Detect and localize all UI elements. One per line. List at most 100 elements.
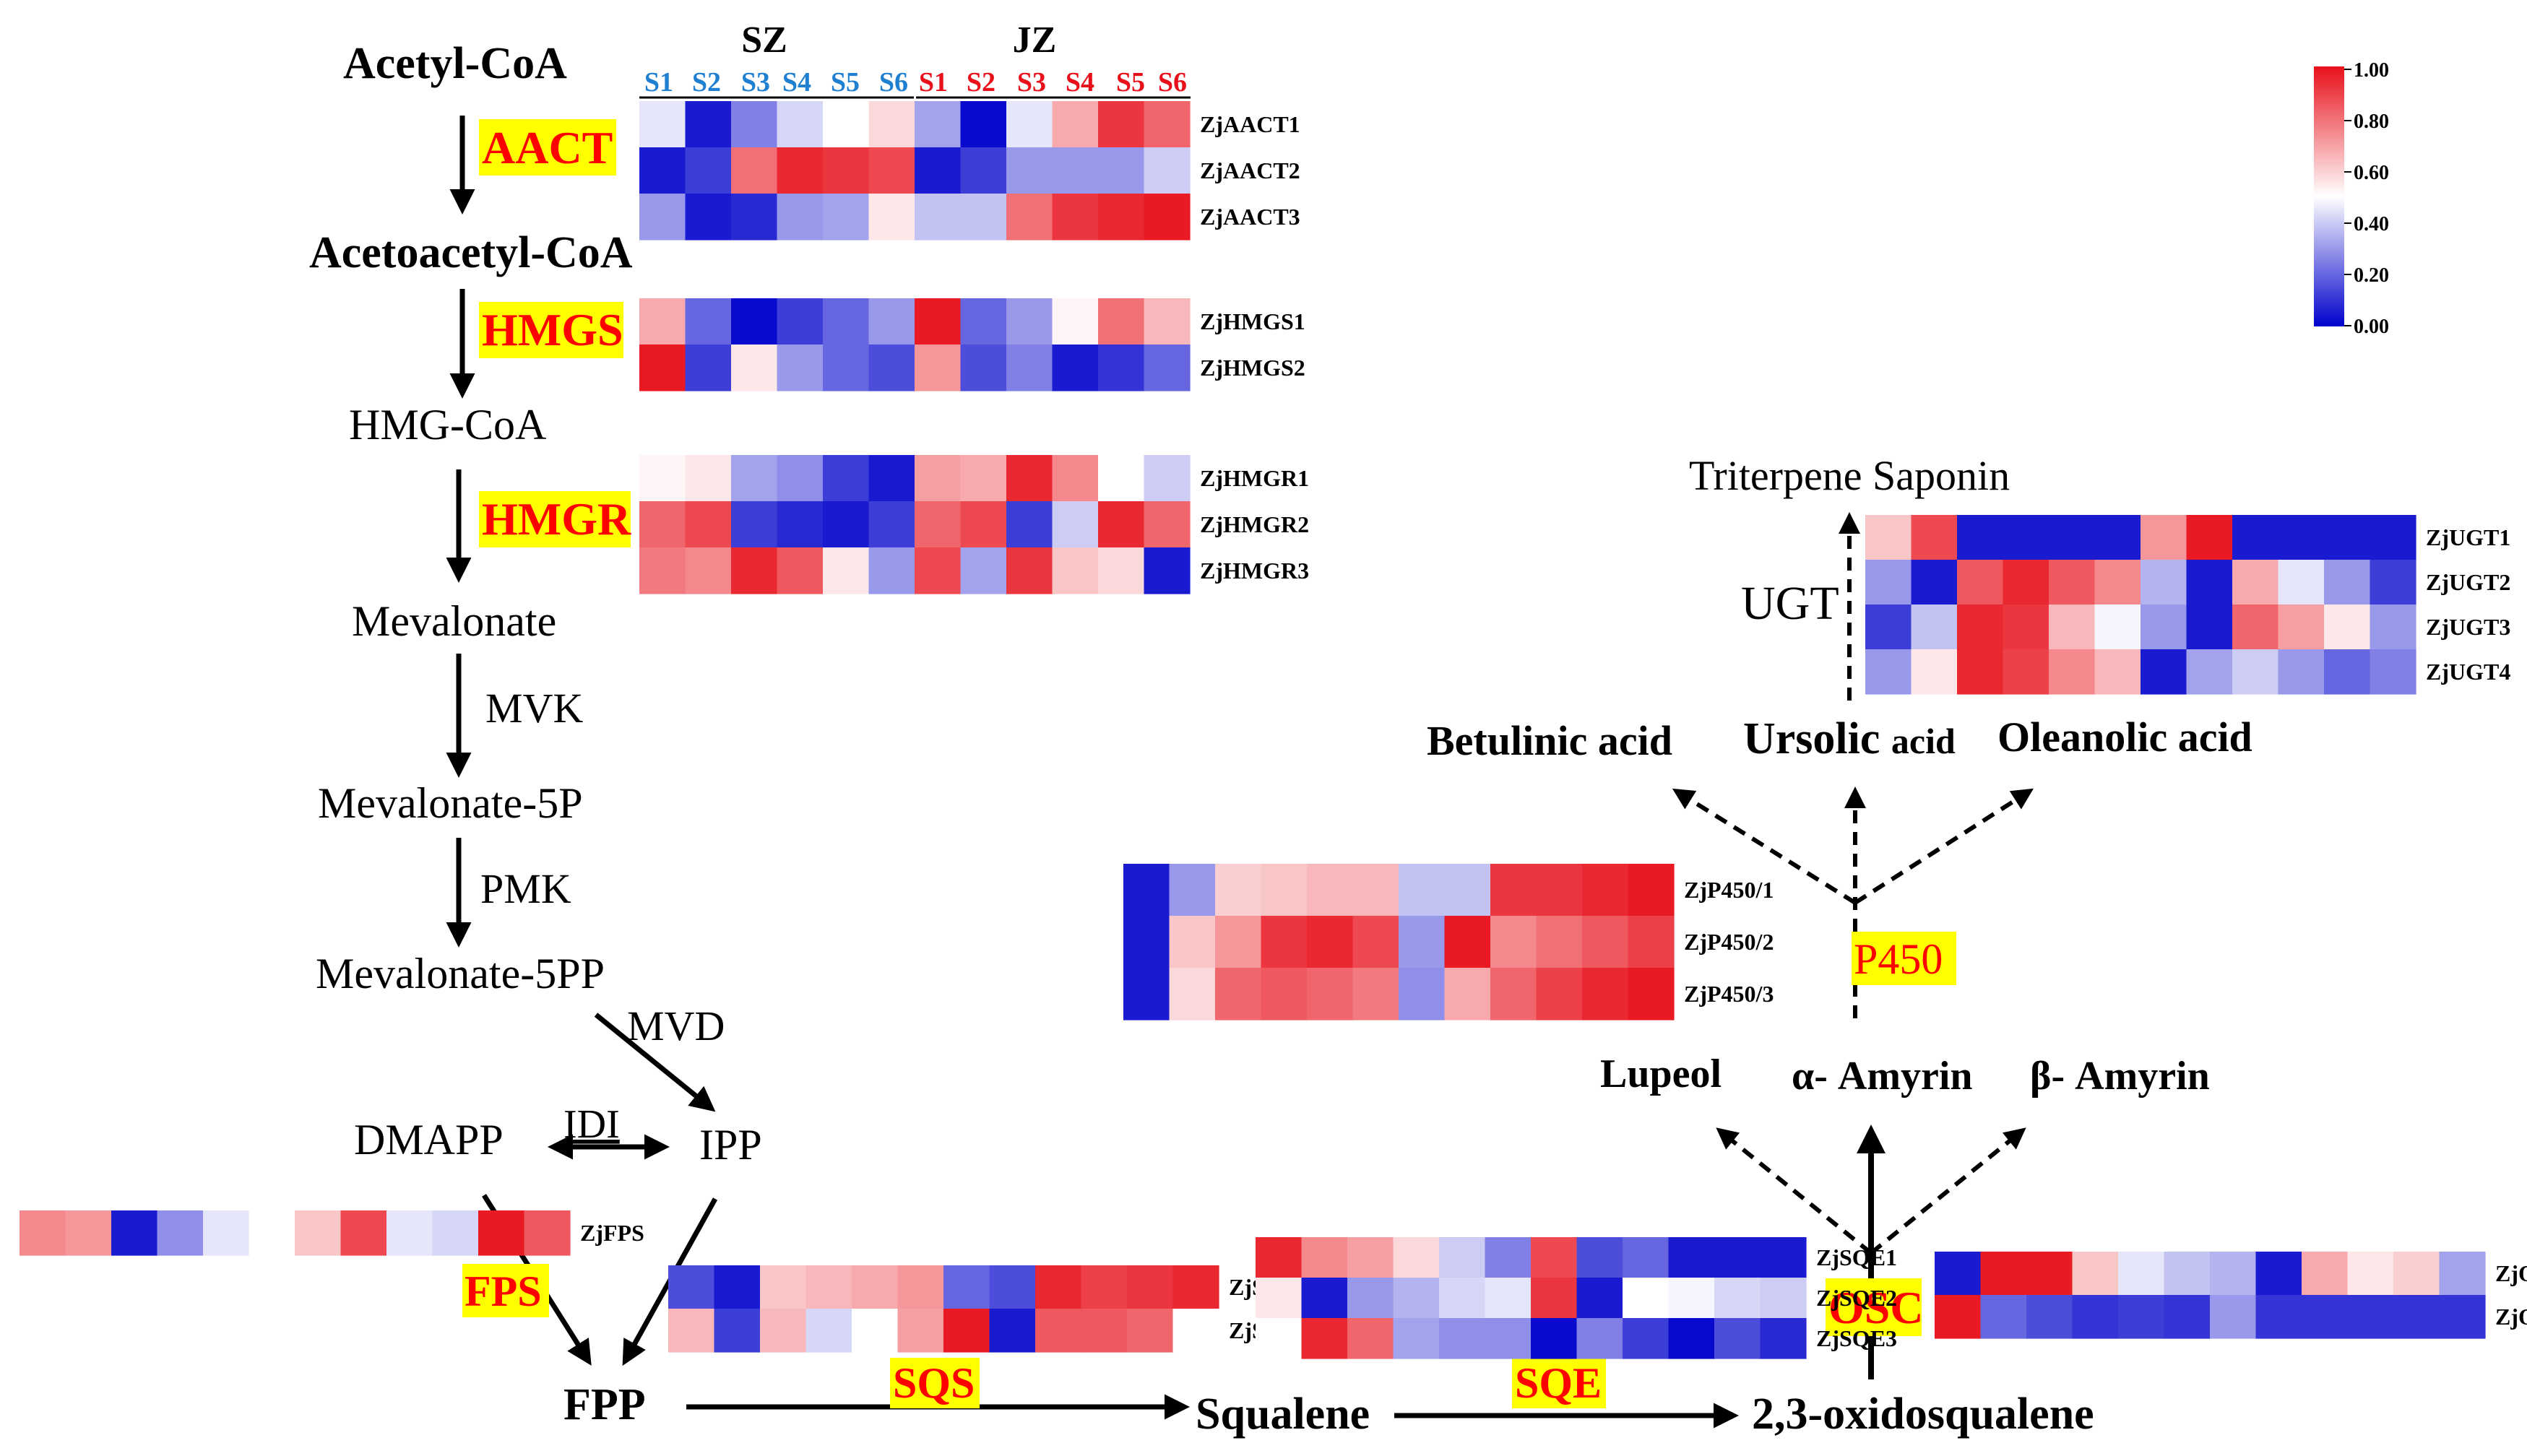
heatmap-cell <box>760 1265 807 1309</box>
enzyme-mvd: MVD <box>627 1002 725 1049</box>
heatmap-cell <box>1127 1309 1174 1353</box>
metabolite-mevalonate-5pp: Mevalonate-5PP <box>316 950 605 997</box>
heatmap-cell <box>1256 1318 1303 1359</box>
heatmap-cell <box>2026 1252 2073 1296</box>
gene-label: ZjUGT1 <box>2426 524 2510 550</box>
metabolite-beta-amyrin: β- Amyrin <box>2030 1054 2210 1098</box>
heatmap-cell <box>1098 547 1145 594</box>
heatmap-cell <box>1576 1278 1623 1319</box>
heatmap-cell <box>1261 864 1308 916</box>
heatmap-cell <box>685 298 732 345</box>
gene-label: ZjHMGR2 <box>1200 511 1309 537</box>
heatmap-cell <box>1582 916 1629 968</box>
heatmap-cell <box>868 101 915 148</box>
heatmap-cell <box>777 194 824 240</box>
heatmap-cell <box>1081 1309 1128 1353</box>
heatmap-cell <box>2141 604 2187 650</box>
heatmap-cell <box>1393 1278 1440 1319</box>
metabolite-ursolic-acid: Ursolic acid <box>1743 714 1956 763</box>
heatmap-cell <box>1957 515 2004 560</box>
heatmap-cell <box>1006 194 1053 240</box>
heatmap-cell <box>852 1309 899 1353</box>
heatmap-cell <box>2302 1295 2349 1339</box>
highlight-p450 <box>1852 932 1956 985</box>
arrow-oxido-to-beta-amyrin <box>1870 1127 2026 1255</box>
heatmap-cell <box>731 344 778 391</box>
heatmap-cell <box>823 101 870 148</box>
group-label-jz: JZ <box>1013 20 1057 61</box>
heatmap-cell <box>915 547 962 594</box>
heatmap-cell <box>1098 501 1145 548</box>
enzyme-pmk: PMK <box>480 865 571 912</box>
sample-label: S1 <box>644 67 673 98</box>
heatmap-cell <box>1172 1265 1219 1309</box>
heatmap-cell <box>1623 1318 1669 1359</box>
heatmap-cell <box>1301 1318 1348 1359</box>
heatmap-cell <box>1035 1265 1082 1309</box>
heatmap-cell <box>2094 649 2141 695</box>
heatmap-cell <box>1490 968 1537 1020</box>
heatmap-cell <box>1576 1237 1623 1278</box>
heatmap-cell <box>989 1265 1036 1309</box>
heatmap-cell <box>1536 864 1583 916</box>
heatmap-cell <box>1006 101 1053 148</box>
heatmap-cell <box>1052 147 1099 194</box>
heatmap-cell <box>111 1210 158 1256</box>
heatmap-cell <box>1052 298 1099 345</box>
enzyme-sqs: SQS <box>893 1359 975 1407</box>
heatmap-cell <box>1668 1237 1715 1278</box>
heatmap-cell <box>1485 1318 1532 1359</box>
highlight-hmgs <box>479 302 623 358</box>
heatmap-osc: ZjOSC1 ZjOSC2 <box>1935 1252 2527 1339</box>
heatmap-cell <box>731 501 778 548</box>
heatmap-cell <box>1144 101 1191 148</box>
heatmap-cell <box>1714 1237 1761 1278</box>
heatmap-cell <box>1172 1309 1219 1353</box>
enzymes-plain: MVK PMK MVD IDI UGT <box>480 577 1839 1147</box>
heatmap-cell <box>1444 916 1491 968</box>
heatmap-cell <box>1098 298 1145 345</box>
legend-tick-label: 0.80 <box>2354 110 2389 133</box>
heatmap-cell <box>1865 649 1912 695</box>
heatmap-cell <box>685 455 732 502</box>
enzyme-sqe: SQE <box>1515 1359 1602 1407</box>
heatmap-cell <box>1006 344 1053 391</box>
heatmap-cell <box>2232 649 2279 695</box>
heatmap-cell <box>1169 916 1216 968</box>
heatmap-ugt: ZjUGT1 ZjUGT2 ZjUGT3 ZjUGT4 <box>1865 515 2510 695</box>
gene-label: ZjHMGR3 <box>1200 558 1309 584</box>
heatmap-cell <box>1485 1278 1532 1319</box>
metabolite-lupeol: Lupeol <box>1600 1052 1722 1096</box>
gene-label: ZjP450/2 <box>1684 929 1774 955</box>
heatmap-cell <box>1006 501 1053 548</box>
heatmap-cell <box>1144 298 1191 345</box>
heatmap-cell <box>1052 344 1099 391</box>
heatmap-cell <box>1536 916 1583 968</box>
heatmap-cell <box>2324 515 2371 560</box>
heatmap-cell <box>868 501 915 548</box>
gene-label: ZjP450/3 <box>1684 981 1774 1007</box>
heatmap-cell <box>1623 1278 1669 1319</box>
heatmap-cell <box>1301 1278 1348 1319</box>
heatmap-cell <box>868 455 915 502</box>
heatmap-cell <box>2255 1252 2302 1296</box>
heatmap-cell <box>478 1210 525 1256</box>
sample-label: S2 <box>692 67 721 98</box>
heatmap-cell <box>731 547 778 594</box>
heatmap-cell <box>2393 1252 2440 1296</box>
heatmap-cell <box>524 1210 571 1256</box>
gene-label: ZjUGT2 <box>2426 569 2510 595</box>
heatmap-sqe: ZjSQE1 ZjSQE2 ZjSQE3 <box>1256 1237 1897 1359</box>
heatmap-cell <box>1127 1265 1174 1309</box>
heatmap-cell <box>823 547 870 594</box>
heatmap-cell <box>2370 604 2416 650</box>
heatmap-cell <box>639 147 686 194</box>
legend-gradient-bar <box>2314 66 2344 326</box>
arrow-to-betulinic <box>1672 788 1857 905</box>
heatmap-cell <box>1865 604 1912 650</box>
heatmap-cell <box>1911 604 1958 650</box>
heatmap-cell <box>823 501 870 548</box>
heatmap-cell <box>1628 968 1675 1020</box>
gene-label: ZjHMGS2 <box>1200 355 1305 381</box>
heatmap-hmgr: ZjHMGR1 ZjHMGR2 ZjHMGR3 <box>639 455 1309 594</box>
